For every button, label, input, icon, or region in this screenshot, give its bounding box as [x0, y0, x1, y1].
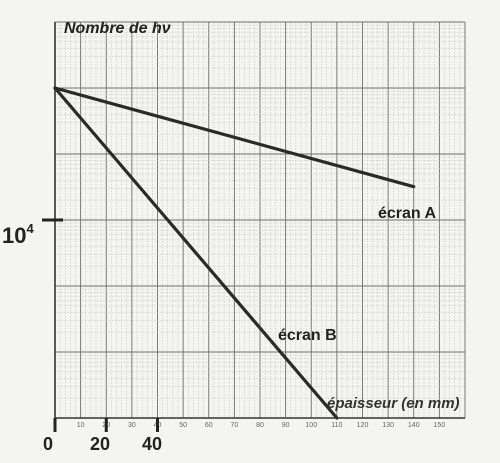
x-tick-major-0: 0	[43, 434, 53, 454]
x-tick-minor-label: 100	[305, 422, 317, 429]
series-label-ecran-a: écran A	[378, 205, 437, 222]
x-tick-minor-label: 120	[357, 422, 369, 429]
x-tick-minor-label: 80	[256, 422, 264, 429]
x-tick-minor-label: 110	[331, 422, 342, 429]
series-label-ecran-b: écran B	[278, 327, 337, 344]
x-axis-title: épaisseur (en mm)	[327, 395, 460, 412]
x-tick-major-40: 40	[142, 434, 162, 454]
x-tick-minor-label: 150	[434, 422, 446, 429]
x-tick-minor-label: 60	[205, 422, 213, 429]
grid-layer	[54, 21, 466, 419]
x-tick-major-20: 20	[90, 434, 110, 454]
x-tick-minor-label: 130	[382, 422, 394, 429]
x-tick-minor-label: 50	[179, 422, 187, 429]
y-tick-main-label: 104	[2, 221, 34, 248]
ticks-layer: 102030405060708090100110120130140150	[42, 218, 446, 432]
y-tick-main-base: 10	[2, 223, 26, 248]
y-tick-main-exponent: 4	[26, 221, 34, 236]
series-line-ecran-a	[53, 86, 416, 189]
series-layer	[53, 86, 416, 420]
x-tick-minor-label: 70	[230, 422, 238, 429]
x-tick-minor-label: 90	[282, 422, 290, 429]
y-axis-title: Nombre de hν	[64, 20, 171, 37]
series-line-ecran-b	[53, 86, 339, 420]
x-tick-minor-label: 10	[77, 422, 85, 429]
x-tick-minor-label: 30	[128, 422, 136, 429]
x-tick-minor-label: 140	[408, 422, 420, 429]
